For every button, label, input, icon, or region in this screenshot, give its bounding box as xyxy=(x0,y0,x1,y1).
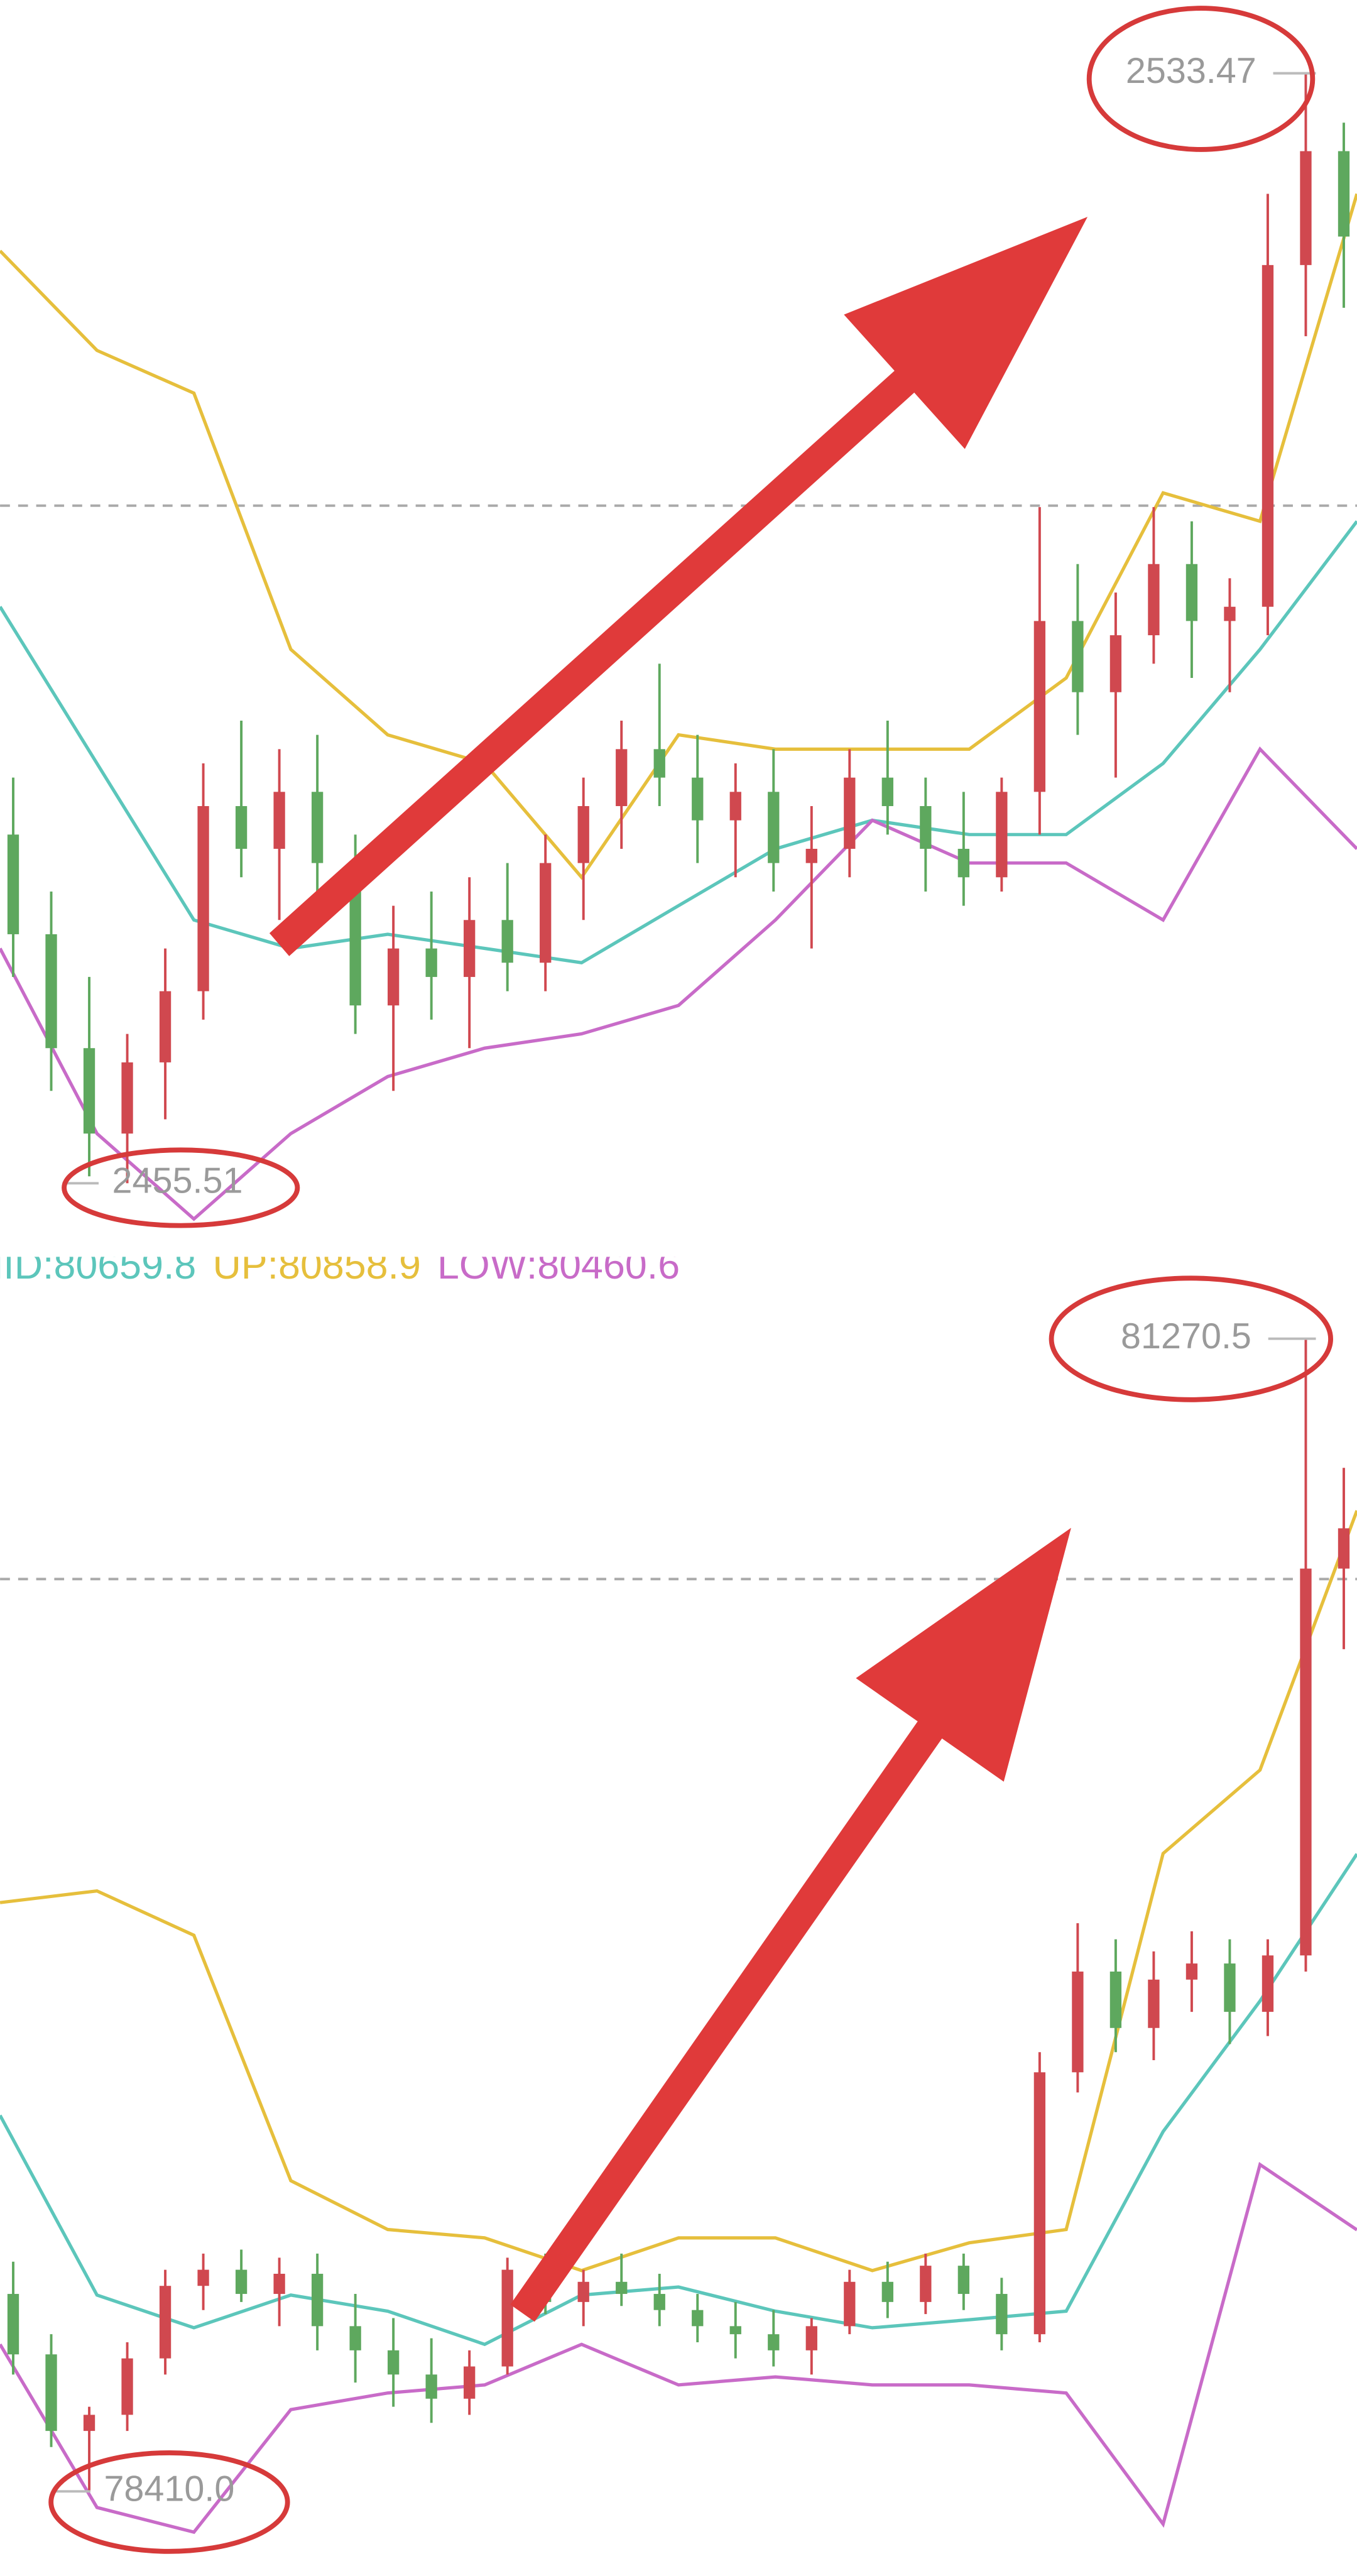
candle-body xyxy=(235,805,248,849)
min-price-label: 2455.51 xyxy=(112,1160,243,1201)
candle-body xyxy=(996,2294,1008,2335)
candle-body xyxy=(1224,606,1236,621)
candle-body xyxy=(464,920,476,977)
candle-body xyxy=(692,2310,704,2327)
legend-entry: LOW:80460.6 xyxy=(437,1243,680,1287)
candle-body xyxy=(121,2358,133,2415)
candle-body xyxy=(425,2374,437,2399)
highlight-ring xyxy=(48,2450,290,2554)
candle-body xyxy=(349,2326,361,2350)
legend: MID:80659.8 UP:80858.9 LOW:80460.6 xyxy=(0,1243,680,1287)
candle-body xyxy=(1148,564,1160,636)
candle-body xyxy=(653,2294,665,2310)
candle-body xyxy=(1224,1963,1236,2012)
candle-body xyxy=(273,792,285,849)
candle-body xyxy=(805,848,817,863)
candle-body xyxy=(311,2273,324,2327)
band-line xyxy=(0,2162,1357,2535)
chart-panel: 81270.5 78410.0 xyxy=(0,1316,1357,2535)
arrow xyxy=(510,1527,1071,2322)
candle-body xyxy=(577,805,589,863)
candle-body xyxy=(45,2354,57,2431)
candle-body xyxy=(425,948,437,977)
candle-body xyxy=(616,749,628,806)
candle-body xyxy=(957,848,970,878)
candle-body xyxy=(1262,1955,1274,2012)
candle-body xyxy=(577,2281,589,2302)
candle-body xyxy=(1109,1971,1122,2028)
candle-body xyxy=(83,1048,95,1134)
candle-body xyxy=(1300,1568,1312,1956)
candle-body xyxy=(881,2281,893,2302)
candle-body xyxy=(7,834,19,934)
candle-body xyxy=(387,948,400,1006)
candle-body xyxy=(387,2350,400,2375)
band-line xyxy=(0,1853,1357,2347)
highlight-ring xyxy=(62,1147,300,1228)
highlight-ring xyxy=(1086,6,1316,152)
candle-body xyxy=(768,792,780,863)
candle-body xyxy=(768,2334,780,2350)
candle-body xyxy=(729,792,741,821)
candle-body xyxy=(197,2269,209,2286)
candle-body xyxy=(159,2286,172,2359)
candle-body xyxy=(273,2273,285,2295)
highlight-ring xyxy=(1049,1275,1333,1402)
candle-body xyxy=(1148,1979,1160,2028)
legend-entry: MID:80659.8 xyxy=(0,1243,196,1287)
candle-body xyxy=(235,2269,248,2295)
legend-entry: UP:80858.9 xyxy=(212,1243,420,1287)
candle-body xyxy=(1185,1963,1198,1980)
arrow xyxy=(269,217,1088,956)
candle-body xyxy=(1109,635,1122,692)
candle-body xyxy=(616,2281,628,2295)
chart-panel: 2533.47 2455.51 xyxy=(0,51,1357,1221)
candle-body xyxy=(1338,1528,1350,1569)
candle-body xyxy=(540,863,552,963)
candle-body xyxy=(159,991,172,1062)
candle-body xyxy=(501,920,513,963)
candle-body xyxy=(83,2415,95,2431)
max-price-label: 2533.47 xyxy=(1126,51,1256,91)
candle-body xyxy=(996,792,1008,878)
candle-body xyxy=(197,805,209,991)
candle-body xyxy=(1033,621,1046,792)
candle-body xyxy=(1262,265,1274,607)
band-line xyxy=(0,1510,1357,2273)
candle-body xyxy=(311,792,324,863)
candle-body xyxy=(1338,151,1350,237)
candle-body xyxy=(464,2366,476,2399)
candle-body xyxy=(692,777,704,821)
candle-body xyxy=(1072,621,1084,692)
min-price-label: 78410.0 xyxy=(104,2469,234,2509)
candle-body xyxy=(920,2266,932,2302)
candle-body xyxy=(7,2294,19,2355)
band-line xyxy=(0,520,1357,964)
candle-body xyxy=(501,2269,513,2367)
candle-body xyxy=(653,749,665,778)
candle-body xyxy=(844,777,856,849)
candle-body xyxy=(45,934,57,1049)
band-line xyxy=(0,746,1357,1221)
candle-body xyxy=(881,777,893,806)
candle-body xyxy=(1185,564,1198,621)
candle-body xyxy=(121,1062,133,1134)
candle-body xyxy=(920,805,932,849)
candle-body xyxy=(1300,151,1312,265)
candle-body xyxy=(1072,1971,1084,2073)
candle-body xyxy=(729,2326,741,2335)
band-line xyxy=(0,193,1357,880)
candle-body xyxy=(957,2266,970,2295)
candle-body xyxy=(1033,2072,1046,2335)
candle-body xyxy=(844,2281,856,2327)
candle-body xyxy=(805,2326,817,2350)
max-price-label: 81270.5 xyxy=(1121,1316,1251,1356)
